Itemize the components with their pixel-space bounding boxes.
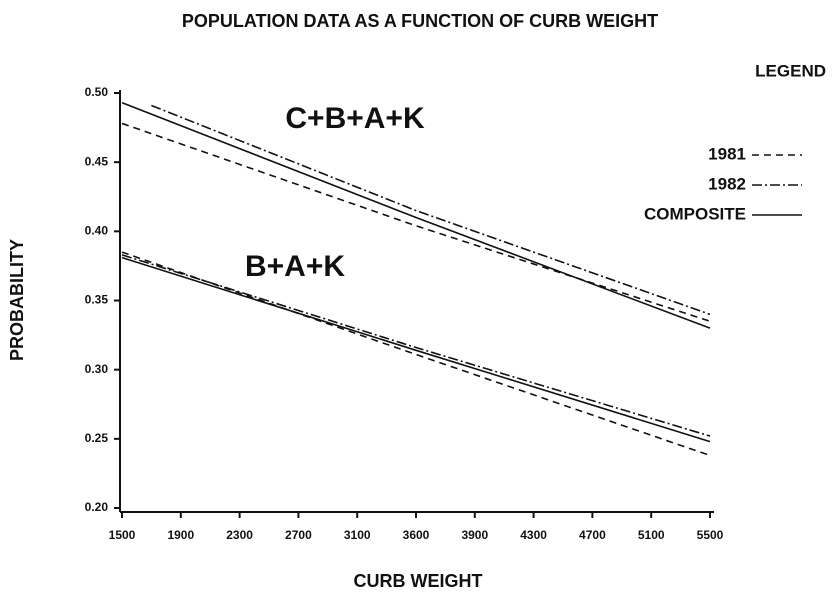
y-tick-label: 0.35 — [85, 293, 109, 307]
y-tick-label: 0.50 — [85, 85, 109, 99]
series-line — [121, 256, 711, 443]
x-tick-label: 3900 — [461, 528, 488, 542]
y-tick-label: 0.20 — [85, 500, 109, 514]
x-tick-label: 3600 — [403, 528, 430, 542]
series-line — [121, 101, 711, 329]
chart-title: POPULATION DATA AS A FUNCTION OF CURB WE… — [182, 11, 658, 31]
legend-label: COMPOSITE — [644, 204, 746, 223]
y-tick-label: 0.45 — [85, 154, 109, 168]
series-line — [121, 254, 711, 437]
series-line — [121, 251, 711, 457]
y-tick-label: 0.40 — [85, 224, 109, 238]
x-tick-label: 4300 — [520, 528, 547, 542]
x-tick-label: 2700 — [285, 528, 312, 542]
x-tick-label: 2300 — [226, 528, 253, 542]
legend-label: 1982 — [708, 174, 746, 193]
annotation: C+B+A+K — [285, 102, 425, 135]
x-tick-label: 4700 — [579, 528, 606, 542]
x-axis-label: CURB WEIGHT — [354, 571, 483, 591]
annotation: B+A+K — [245, 250, 345, 283]
y-axis-label: PROBABILITY — [7, 239, 27, 361]
legend-label: 1981 — [708, 144, 746, 163]
x-tick-label: 1500 — [109, 528, 136, 542]
series-line — [151, 104, 711, 316]
x-tick-label: 1900 — [167, 528, 194, 542]
y-tick-label: 0.25 — [85, 431, 109, 445]
legend-title: LEGEND — [755, 61, 826, 80]
series-line — [121, 122, 711, 323]
x-tick-label: 5100 — [638, 528, 665, 542]
x-tick-label: 3100 — [344, 528, 371, 542]
x-tick-label: 5500 — [697, 528, 724, 542]
y-tick-label: 0.30 — [85, 362, 109, 376]
